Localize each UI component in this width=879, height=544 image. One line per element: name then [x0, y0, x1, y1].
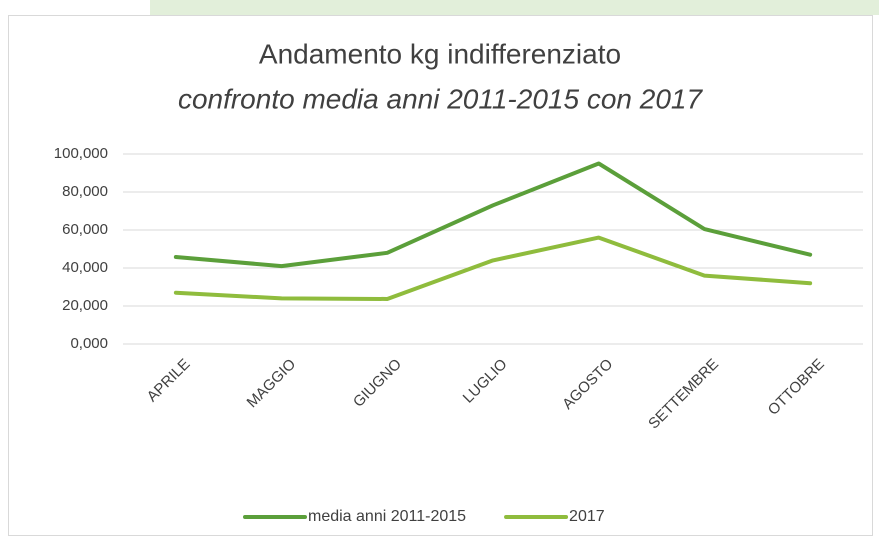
- spreadsheet-strip: [150, 0, 879, 15]
- series-line: [173, 235, 813, 301]
- y-tick-label: 20,000: [62, 297, 108, 314]
- series-line: [173, 161, 813, 269]
- y-tick-label: 0,000: [70, 335, 108, 352]
- chart-title: Andamento kg indifferenziato: [259, 38, 621, 69]
- legend-label: media anni 2011-2015: [308, 508, 466, 525]
- legend-label: 2017: [569, 508, 605, 525]
- y-tick-label: 40,000: [62, 259, 108, 276]
- y-tick-label: 80,000: [62, 183, 108, 200]
- chart-subtitle: confronto media anni 2011-2015 con 2017: [178, 83, 704, 114]
- y-tick-label: 60,000: [62, 221, 108, 238]
- y-tick-label: 100,000: [54, 145, 108, 162]
